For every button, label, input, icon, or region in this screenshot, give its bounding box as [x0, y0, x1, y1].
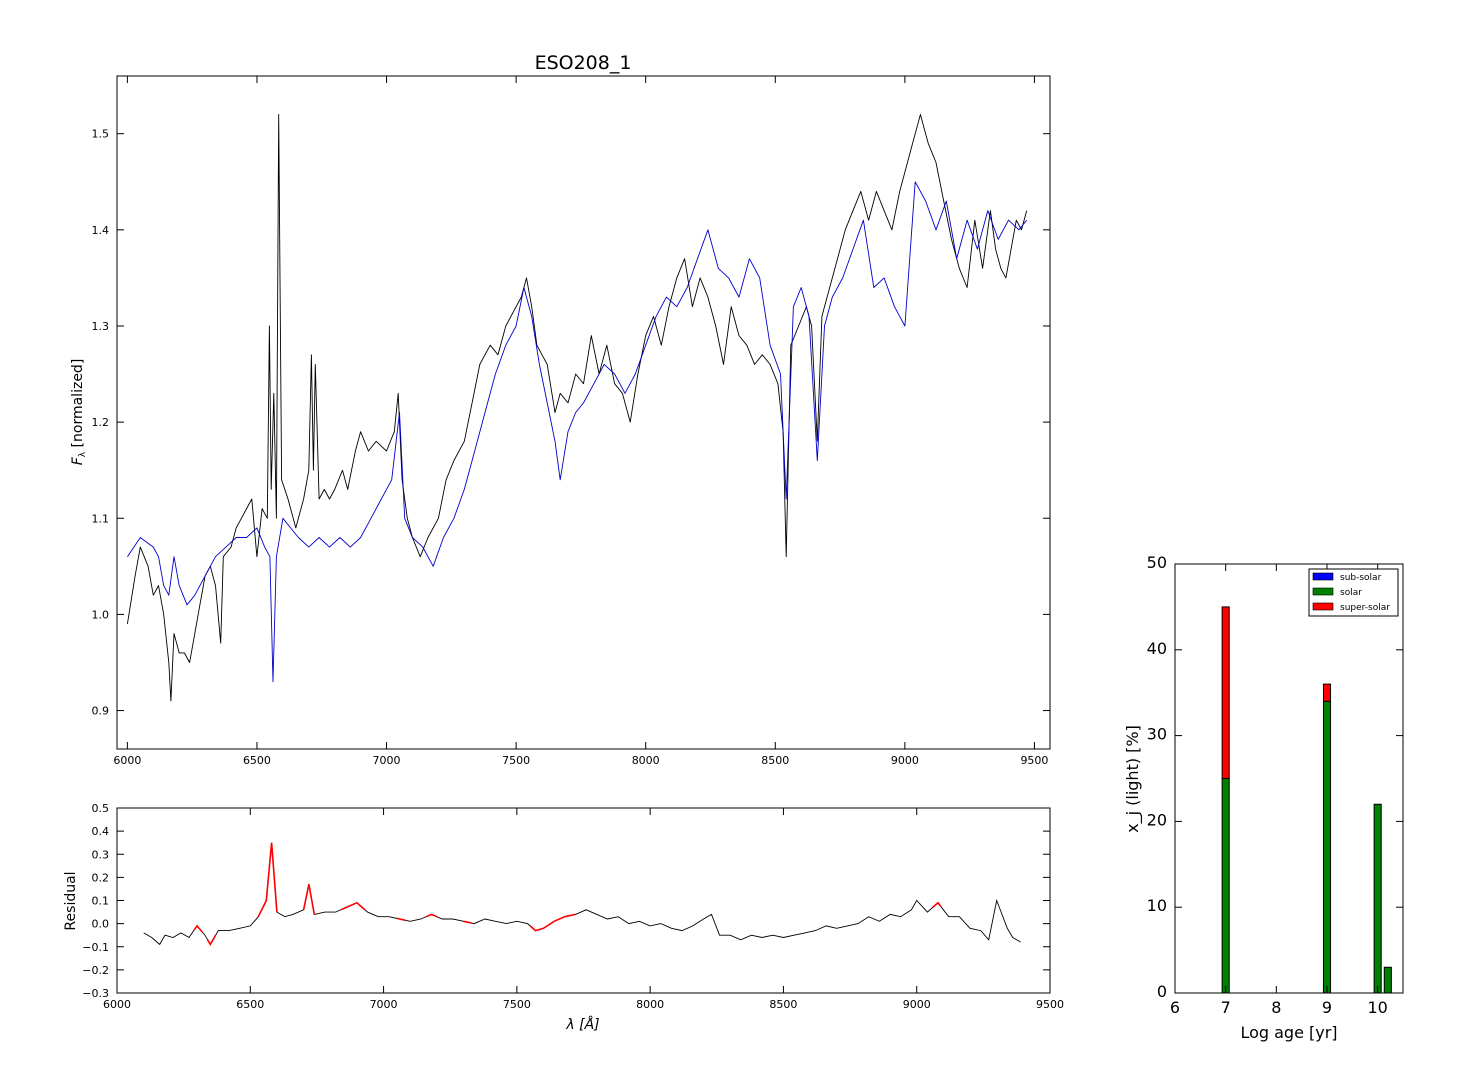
residual-masked-segment [206, 934, 217, 946]
histogram-xtick-label: 7 [1221, 998, 1231, 1017]
spectrum-xtick-label: 8500 [761, 754, 789, 767]
spectrum-frame [116, 75, 1051, 750]
residual-masked-segment [193, 924, 203, 933]
bar-solar-age-10.2 [1383, 966, 1392, 994]
spectrum-xtick-label: 6500 [243, 754, 271, 767]
spectrum-line-observed [126, 114, 1028, 702]
histogram-ytick-label: 30 [1147, 725, 1167, 744]
spectrum-plot-area [126, 114, 1028, 702]
spectrum-xtick-label: 8000 [632, 754, 660, 767]
spectrum-ytick-label: 1.2 [92, 416, 110, 429]
spectrum-ytick-label: 1.3 [92, 320, 110, 333]
residual-ylabel: Residual [63, 871, 79, 930]
residual-ticks: 6000 6500 7000 7500 8000 8500 9000 9500 −0.3 −0.2… [82, 802, 1064, 1011]
residual-masked-segment [425, 913, 438, 918]
histogram-ylabel: x_j (light) [%] [1123, 725, 1143, 833]
residual-masked-segment [340, 901, 366, 911]
histogram-ytick-label: 20 [1147, 810, 1167, 829]
residual-panel: 6000 6500 7000 7500 8000 8500 9000 9500 −0.3 −0.2… [63, 802, 1064, 1033]
residual-xtick-label: 7000 [370, 998, 398, 1011]
spectrum-ticks: 6000 6500 7000 7500 8000 8500 9000 9500 0.9 1.0 1.… [92, 76, 1050, 767]
spectrum-title: ESO208_1 [535, 52, 632, 74]
legend-swatch-super-solar [1312, 602, 1334, 611]
residual-ytick-label: 0.4 [92, 825, 110, 838]
spectrum-xtick-label: 9000 [891, 754, 919, 767]
ylabel-normalized-text: [normalized] [70, 359, 86, 452]
bar-super-solar-age-7 [1221, 606, 1230, 780]
spectrum-ylabel: Fλ [normalized] [70, 359, 88, 466]
residual-masked-segment [529, 913, 576, 932]
spectrum-xtick-label: 6000 [113, 754, 141, 767]
legend-swatch-solar [1312, 587, 1334, 596]
spectrum-xtick-label: 7000 [373, 754, 401, 767]
residual-xtick-label: 8000 [636, 998, 664, 1011]
residual-xtick-label: 8500 [769, 998, 797, 1011]
residual-ytick-label: 0.1 [92, 895, 110, 908]
legend-swatch-sub-solar [1312, 572, 1334, 581]
spectrum-line-model [127, 181, 1028, 683]
residual-xtick-label: 7500 [503, 998, 531, 1011]
histogram-xlabel: Log age [yr] [1240, 1023, 1337, 1042]
histogram-ytick-label: 0 [1157, 982, 1167, 1001]
ylabel-lambda-subscript: λ [78, 451, 88, 457]
histogram-ytick-label: 10 [1147, 896, 1167, 915]
histogram-xtick-label: 9 [1322, 998, 1332, 1017]
legend-label-solar: solar [1340, 588, 1362, 598]
spectrum-xtick-label: 7500 [502, 754, 530, 767]
residual-xtick-label: 9500 [1036, 998, 1064, 1011]
legend-label-super-solar: super-solar [1340, 603, 1390, 613]
residual-xlabel: λ [Å] [565, 1016, 599, 1033]
residual-masked-segment [932, 901, 942, 909]
histogram-frame [1174, 563, 1404, 994]
residual-xtick-label: 6000 [103, 998, 131, 1011]
bar-super-solar-age-9 [1322, 683, 1332, 702]
histogram-xtick-label: 10 [1367, 998, 1387, 1017]
residual-masked-segment [302, 884, 316, 915]
age-histogram-panel: 6 7 8 9 10 0 10 20 30 40 50 x_j (light) [%] Log ag… [1123, 553, 1404, 1042]
spectrum-xtick-label: 9500 [1020, 754, 1048, 767]
residual-masked-segment [463, 920, 472, 924]
spectrum-ytick-label: 1.0 [92, 608, 110, 621]
bar-solar-age-7 [1221, 778, 1230, 994]
histogram-ytick-label: 40 [1147, 639, 1167, 658]
residual-ytick-label: −0.3 [82, 987, 109, 1000]
bar-solar-age-10 [1373, 803, 1382, 994]
spectrum-ytick-label: 1.1 [92, 512, 110, 525]
spectrum-panel: ESO208_1 6000 6500 7000 7500 8000 8500 9000 950… [70, 52, 1051, 767]
legend-label-sub-solar: sub-solar [1340, 573, 1382, 583]
histogram-xtick-label: 6 [1170, 998, 1180, 1017]
residual-ytick-label: 0.2 [92, 871, 110, 884]
residual-ytick-label: −0.1 [82, 941, 109, 954]
residual-ytick-label: 0.5 [92, 802, 110, 815]
residual-masked-segment [257, 842, 278, 918]
histogram-ticks: 6 7 8 9 10 0 10 20 30 40 50 [1147, 553, 1403, 1017]
spectrum-ytick-label: 0.9 [92, 705, 110, 718]
histogram-legend: sub-solar solar super-solar [1308, 568, 1399, 617]
spectrum-ytick-label: 1.4 [92, 224, 110, 237]
spectrum-ytick-label: 1.5 [92, 128, 110, 141]
residual-xtick-label: 9000 [903, 998, 931, 1011]
residual-ytick-label: 0.3 [92, 848, 110, 861]
residual-xtick-label: 6500 [236, 998, 264, 1011]
residual-ytick-label: −0.2 [82, 964, 109, 977]
residual-ytick-label: 0.0 [92, 918, 110, 931]
residual-plot-area [143, 842, 1021, 946]
bar-solar-age-9 [1322, 700, 1332, 994]
histogram-xtick-label: 8 [1271, 998, 1281, 1017]
ylabel-flux-symbol: F [70, 456, 86, 465]
histogram-ytick-label: 50 [1147, 553, 1167, 572]
residual-masked-segment [396, 917, 406, 921]
